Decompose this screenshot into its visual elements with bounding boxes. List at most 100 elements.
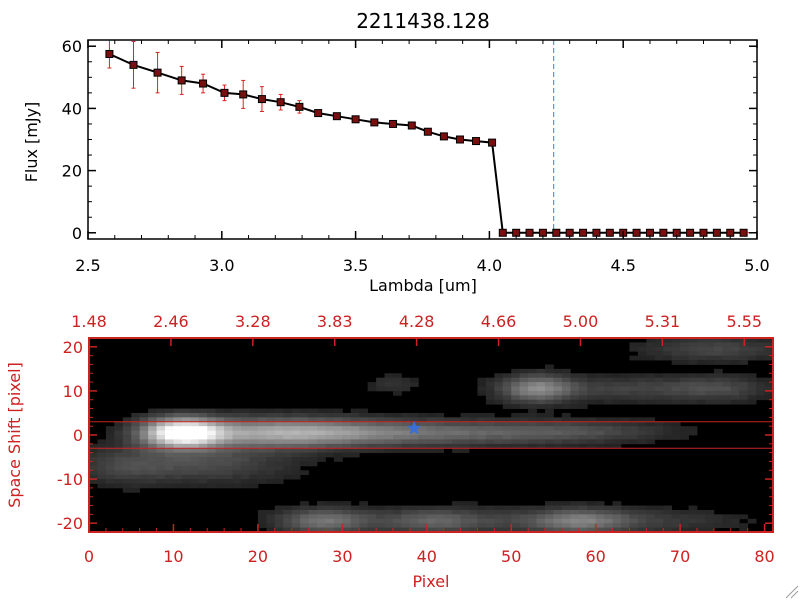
image-pixel: [291, 514, 301, 520]
image-pixel: [190, 435, 200, 440]
image-pixel: [367, 439, 377, 445]
image-pixel: [485, 518, 495, 524]
image-pixel: [671, 338, 681, 343]
image-pixel: [697, 399, 706, 405]
image-pixel: [139, 483, 149, 489]
image-pixel: [367, 443, 377, 449]
image-pixel: [511, 399, 521, 405]
image-pixel: [570, 518, 580, 524]
image-pixel: [114, 443, 124, 449]
image-pixel: [764, 386, 774, 392]
image-y-axis-label: Space Shift [pixel]: [5, 362, 24, 508]
image-pixel: [756, 355, 765, 361]
image-pixel: [730, 514, 740, 520]
flux-point: [295, 102, 304, 111]
image-pixel: [654, 351, 664, 357]
flux-point: [739, 228, 748, 237]
image-pixel: [89, 457, 98, 462]
image-pixel: [114, 448, 124, 454]
x-tick-label: 70: [670, 547, 690, 566]
image-pixel: [173, 408, 183, 414]
image-pixel: [697, 514, 706, 520]
image-pixel: [241, 408, 250, 414]
image-pixel: [139, 439, 149, 445]
image-pixel: [637, 382, 647, 387]
image-pixel: [325, 514, 335, 520]
image-pixel: [621, 373, 630, 379]
image-pixel: [739, 399, 749, 405]
image-pixel: [393, 435, 402, 440]
image-pixel: [604, 527, 613, 533]
image-pixel: [342, 505, 352, 511]
image-pixel: [156, 465, 166, 471]
image-pixel: [131, 426, 141, 431]
image-pixel: [671, 426, 681, 431]
image-x-ticks: 0 10 20 30 40 50 60 70 80: [84, 524, 775, 566]
image-pixel: [190, 474, 200, 480]
image-pixel: [705, 509, 715, 515]
image-pixel: [519, 404, 529, 409]
image-pixel: [561, 435, 571, 440]
image-pixel: [637, 355, 647, 361]
resize-grip-icon[interactable]: [785, 585, 799, 599]
image-pixel: [722, 382, 732, 387]
image-pixel: [105, 426, 115, 431]
image-pixel: [722, 360, 732, 365]
image-pixel: [528, 399, 537, 405]
image-pixel: [502, 443, 512, 449]
image-pixel: [401, 386, 411, 392]
image-pixel: [637, 373, 647, 379]
image-pixel: [671, 373, 681, 379]
y-tick-label: 0: [72, 224, 82, 243]
image-pixel: [637, 399, 647, 405]
image-pixel: [443, 505, 453, 511]
image-pixel: [485, 505, 495, 511]
image-pixel: [418, 435, 428, 440]
image-pixel: [595, 435, 605, 440]
image-pixel: [646, 417, 656, 423]
image-pixel: [384, 426, 394, 431]
image-pixel: [333, 518, 343, 524]
image-pixel: [654, 527, 664, 533]
flux-point: [314, 109, 323, 118]
image-pixel: [156, 470, 166, 476]
image-pixel: [629, 390, 639, 396]
image-pixel: [511, 421, 521, 427]
image-pixel: [713, 382, 723, 387]
image-pixel: [494, 439, 504, 445]
top-tick-label: 5.31: [645, 312, 681, 331]
image-pixel: [536, 421, 546, 427]
image-pixel: [105, 474, 115, 480]
image-pixel: [705, 518, 715, 524]
image-pixel: [485, 509, 495, 515]
image-pixel: [637, 377, 647, 383]
image-pixel: [409, 439, 419, 445]
image-pixel: [283, 448, 293, 454]
image-pixel: [764, 351, 774, 357]
image-pixel: [637, 435, 647, 440]
image-pixel: [604, 505, 613, 511]
x-tick-label: 4.5: [610, 256, 635, 275]
image-pixel: [333, 426, 343, 431]
image-pixel: [274, 465, 284, 471]
image-pixel: [224, 443, 233, 449]
image-pixel: [621, 518, 630, 524]
image-pixel: [747, 395, 757, 401]
image-pixel: [443, 430, 453, 436]
image-pixel: [435, 443, 445, 449]
image-pixel: [460, 426, 470, 431]
image-pixel: [646, 505, 656, 511]
image-pixel: [333, 435, 343, 440]
image-pixel: [697, 346, 706, 352]
image-pixel: [224, 448, 233, 454]
image-pixel: [612, 399, 622, 405]
image-pixel: [536, 509, 546, 515]
image-pixel: [528, 373, 537, 379]
top-tick-label: 5.55: [726, 312, 762, 331]
image-pixel: [274, 457, 284, 462]
image-pixel: [553, 523, 563, 528]
image-pixel: [198, 435, 208, 440]
image-pixel: [578, 426, 588, 431]
image-pixel: [266, 479, 276, 484]
